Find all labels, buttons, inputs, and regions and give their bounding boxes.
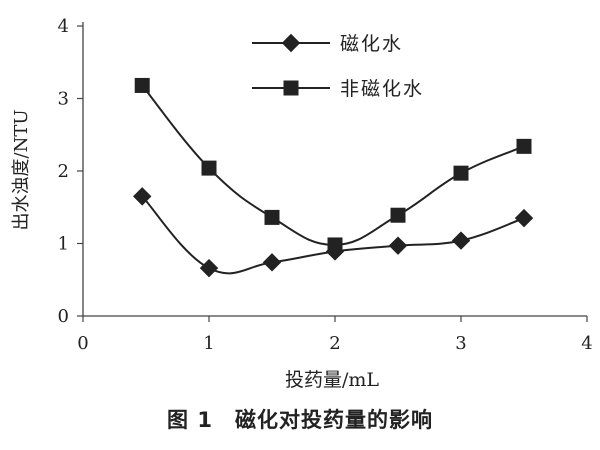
data-point-diamond [451,231,471,250]
plot-area [133,77,534,278]
data-point-square [264,209,280,225]
figure-number: 图 1 [167,408,213,432]
data-point-diamond [514,208,534,228]
data-point-square [134,77,150,93]
legend-label-2: 非磁化水 [340,78,424,100]
legend-label-1: 磁化水 [340,33,403,55]
legend-marker-square [283,80,299,96]
data-point-diamond [262,253,282,272]
data-point-diamond [133,187,152,206]
legend-marker-diamond [281,33,301,53]
figure-caption-text: 磁化对投药量的影响 [234,408,433,432]
data-point-square [201,160,217,176]
x-tick-label: 3 [455,333,466,354]
y-tick-label: 3 [58,89,69,110]
x-tick-label: 1 [203,333,214,354]
x-tick-label: 2 [329,333,340,354]
y-tick-label: 2 [58,161,69,182]
axes [77,22,588,322]
data-point-square [453,165,469,181]
x-axis-label: 投药量/mL [285,369,379,391]
y-tick-label: 4 [58,16,69,37]
data-point-square [516,138,532,154]
y-axis-label: 出水浊度/NTU [11,110,32,231]
series-line-1 [141,195,525,275]
series-line-2 [141,84,525,246]
y-tick-label: 0 [58,306,69,327]
data-point-diamond [199,258,219,278]
y-tick-label: 1 [58,234,69,255]
data-point-square [390,207,406,223]
x-tick-label: 0 [77,333,88,354]
tick-labels: 0 1 2 3 4 0 1 2 3 4 [58,16,593,354]
data-point-diamond [388,236,408,255]
figure-caption: 图 1 磁化对投药量的影响 [0,404,600,434]
data-point-square [327,237,343,253]
x-tick-label: 4 [581,333,592,354]
